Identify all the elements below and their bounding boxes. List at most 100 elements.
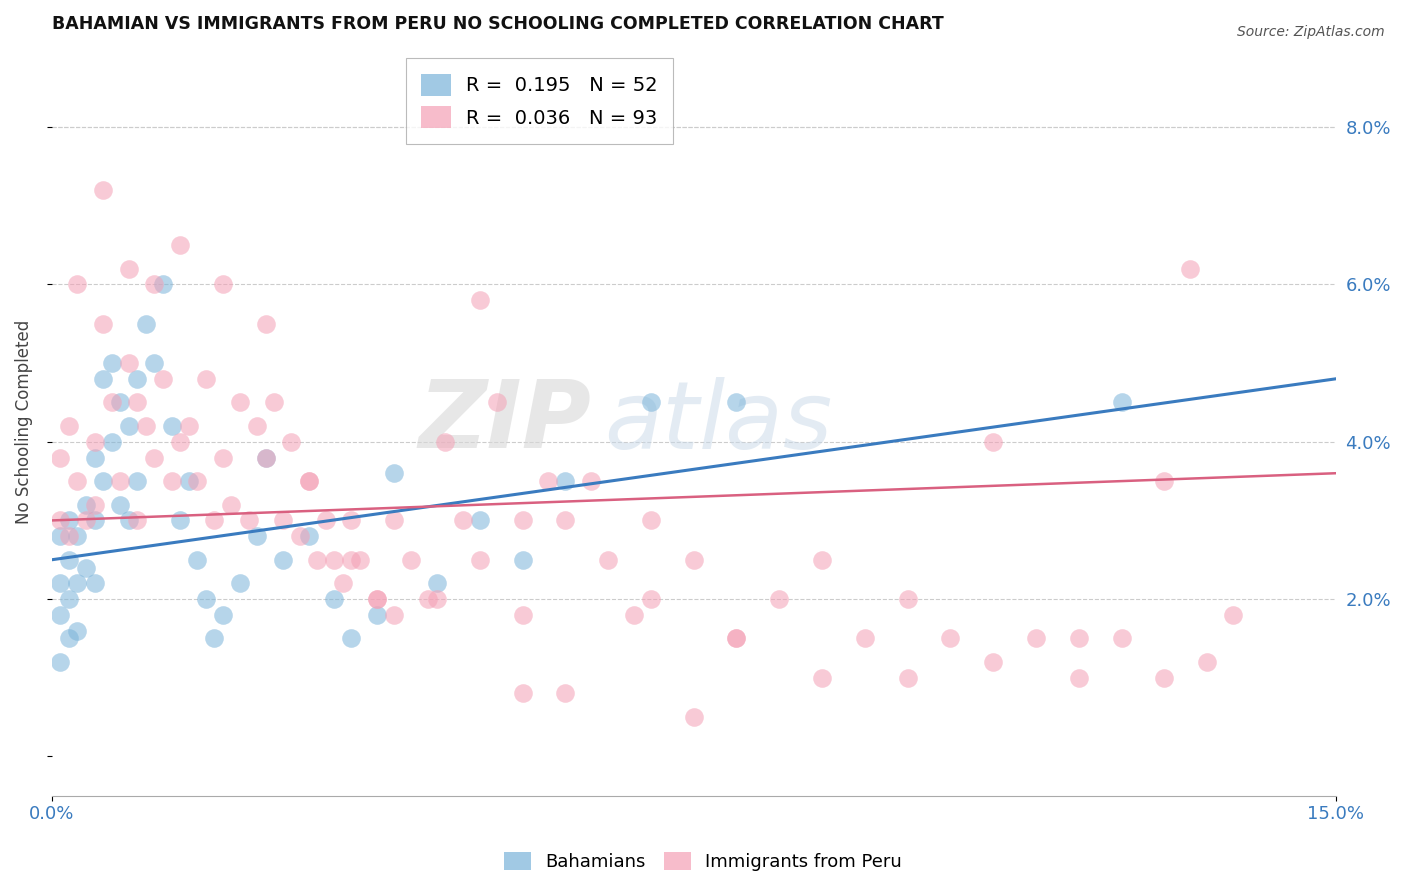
Point bbox=[366, 607, 388, 622]
Point bbox=[332, 576, 354, 591]
Point bbox=[238, 513, 260, 527]
Point bbox=[66, 624, 89, 638]
Point bbox=[83, 498, 105, 512]
Point bbox=[271, 513, 294, 527]
Point bbox=[725, 632, 748, 646]
Point bbox=[186, 553, 208, 567]
Point bbox=[297, 474, 319, 488]
Point bbox=[981, 434, 1004, 449]
Point bbox=[110, 474, 132, 488]
Point bbox=[58, 513, 80, 527]
Point bbox=[426, 592, 449, 607]
Point bbox=[451, 513, 474, 527]
Point bbox=[485, 395, 508, 409]
Point bbox=[66, 529, 89, 543]
Point bbox=[254, 450, 277, 465]
Point bbox=[939, 632, 962, 646]
Point bbox=[598, 553, 620, 567]
Point bbox=[58, 592, 80, 607]
Point bbox=[229, 576, 252, 591]
Point bbox=[110, 498, 132, 512]
Point bbox=[1178, 261, 1201, 276]
Point bbox=[1153, 474, 1175, 488]
Point bbox=[118, 419, 141, 434]
Point bbox=[340, 513, 363, 527]
Point bbox=[169, 434, 191, 449]
Point bbox=[579, 474, 602, 488]
Point bbox=[426, 576, 449, 591]
Legend: R =  0.195   N = 52, R =  0.036   N = 93: R = 0.195 N = 52, R = 0.036 N = 93 bbox=[406, 58, 673, 144]
Point bbox=[468, 513, 491, 527]
Point bbox=[640, 592, 662, 607]
Point bbox=[725, 632, 748, 646]
Point bbox=[682, 710, 704, 724]
Point bbox=[177, 419, 200, 434]
Point bbox=[91, 317, 114, 331]
Point bbox=[1067, 632, 1090, 646]
Point bbox=[152, 277, 174, 292]
Point bbox=[66, 474, 89, 488]
Point bbox=[127, 513, 149, 527]
Point bbox=[118, 513, 141, 527]
Point bbox=[1067, 671, 1090, 685]
Point bbox=[152, 372, 174, 386]
Point bbox=[160, 474, 183, 488]
Point bbox=[340, 632, 363, 646]
Point bbox=[49, 529, 72, 543]
Point bbox=[83, 576, 105, 591]
Point bbox=[682, 553, 704, 567]
Point bbox=[280, 434, 302, 449]
Point bbox=[1111, 632, 1133, 646]
Point bbox=[135, 419, 157, 434]
Text: atlas: atlas bbox=[603, 376, 832, 467]
Point bbox=[212, 607, 235, 622]
Legend: Bahamians, Immigrants from Peru: Bahamians, Immigrants from Peru bbox=[496, 845, 910, 879]
Point bbox=[177, 474, 200, 488]
Point bbox=[100, 434, 122, 449]
Point bbox=[100, 356, 122, 370]
Point bbox=[1025, 632, 1047, 646]
Point bbox=[537, 474, 560, 488]
Point bbox=[897, 592, 920, 607]
Point bbox=[1222, 607, 1244, 622]
Point bbox=[623, 607, 645, 622]
Point bbox=[853, 632, 876, 646]
Point bbox=[307, 553, 329, 567]
Point bbox=[366, 592, 388, 607]
Point bbox=[323, 553, 346, 567]
Point bbox=[725, 395, 748, 409]
Point bbox=[554, 513, 576, 527]
Point bbox=[246, 529, 269, 543]
Point bbox=[143, 450, 166, 465]
Point bbox=[169, 238, 191, 252]
Point bbox=[49, 513, 72, 527]
Point bbox=[110, 395, 132, 409]
Point bbox=[340, 553, 363, 567]
Point bbox=[194, 592, 217, 607]
Point bbox=[49, 450, 72, 465]
Point bbox=[399, 553, 422, 567]
Point bbox=[554, 686, 576, 700]
Point bbox=[127, 395, 149, 409]
Point bbox=[1111, 395, 1133, 409]
Point bbox=[49, 607, 72, 622]
Point bbox=[160, 419, 183, 434]
Point bbox=[640, 513, 662, 527]
Point bbox=[91, 183, 114, 197]
Point bbox=[194, 372, 217, 386]
Point bbox=[49, 655, 72, 669]
Point bbox=[66, 277, 89, 292]
Point bbox=[75, 498, 97, 512]
Y-axis label: No Schooling Completed: No Schooling Completed bbox=[15, 320, 32, 524]
Text: ZIP: ZIP bbox=[418, 376, 591, 468]
Point bbox=[981, 655, 1004, 669]
Point bbox=[169, 513, 191, 527]
Text: BAHAMIAN VS IMMIGRANTS FROM PERU NO SCHOOLING COMPLETED CORRELATION CHART: BAHAMIAN VS IMMIGRANTS FROM PERU NO SCHO… bbox=[52, 15, 943, 33]
Point bbox=[212, 277, 235, 292]
Point bbox=[229, 395, 252, 409]
Point bbox=[202, 632, 225, 646]
Point bbox=[254, 450, 277, 465]
Text: Source: ZipAtlas.com: Source: ZipAtlas.com bbox=[1237, 25, 1385, 39]
Point bbox=[83, 434, 105, 449]
Point bbox=[49, 576, 72, 591]
